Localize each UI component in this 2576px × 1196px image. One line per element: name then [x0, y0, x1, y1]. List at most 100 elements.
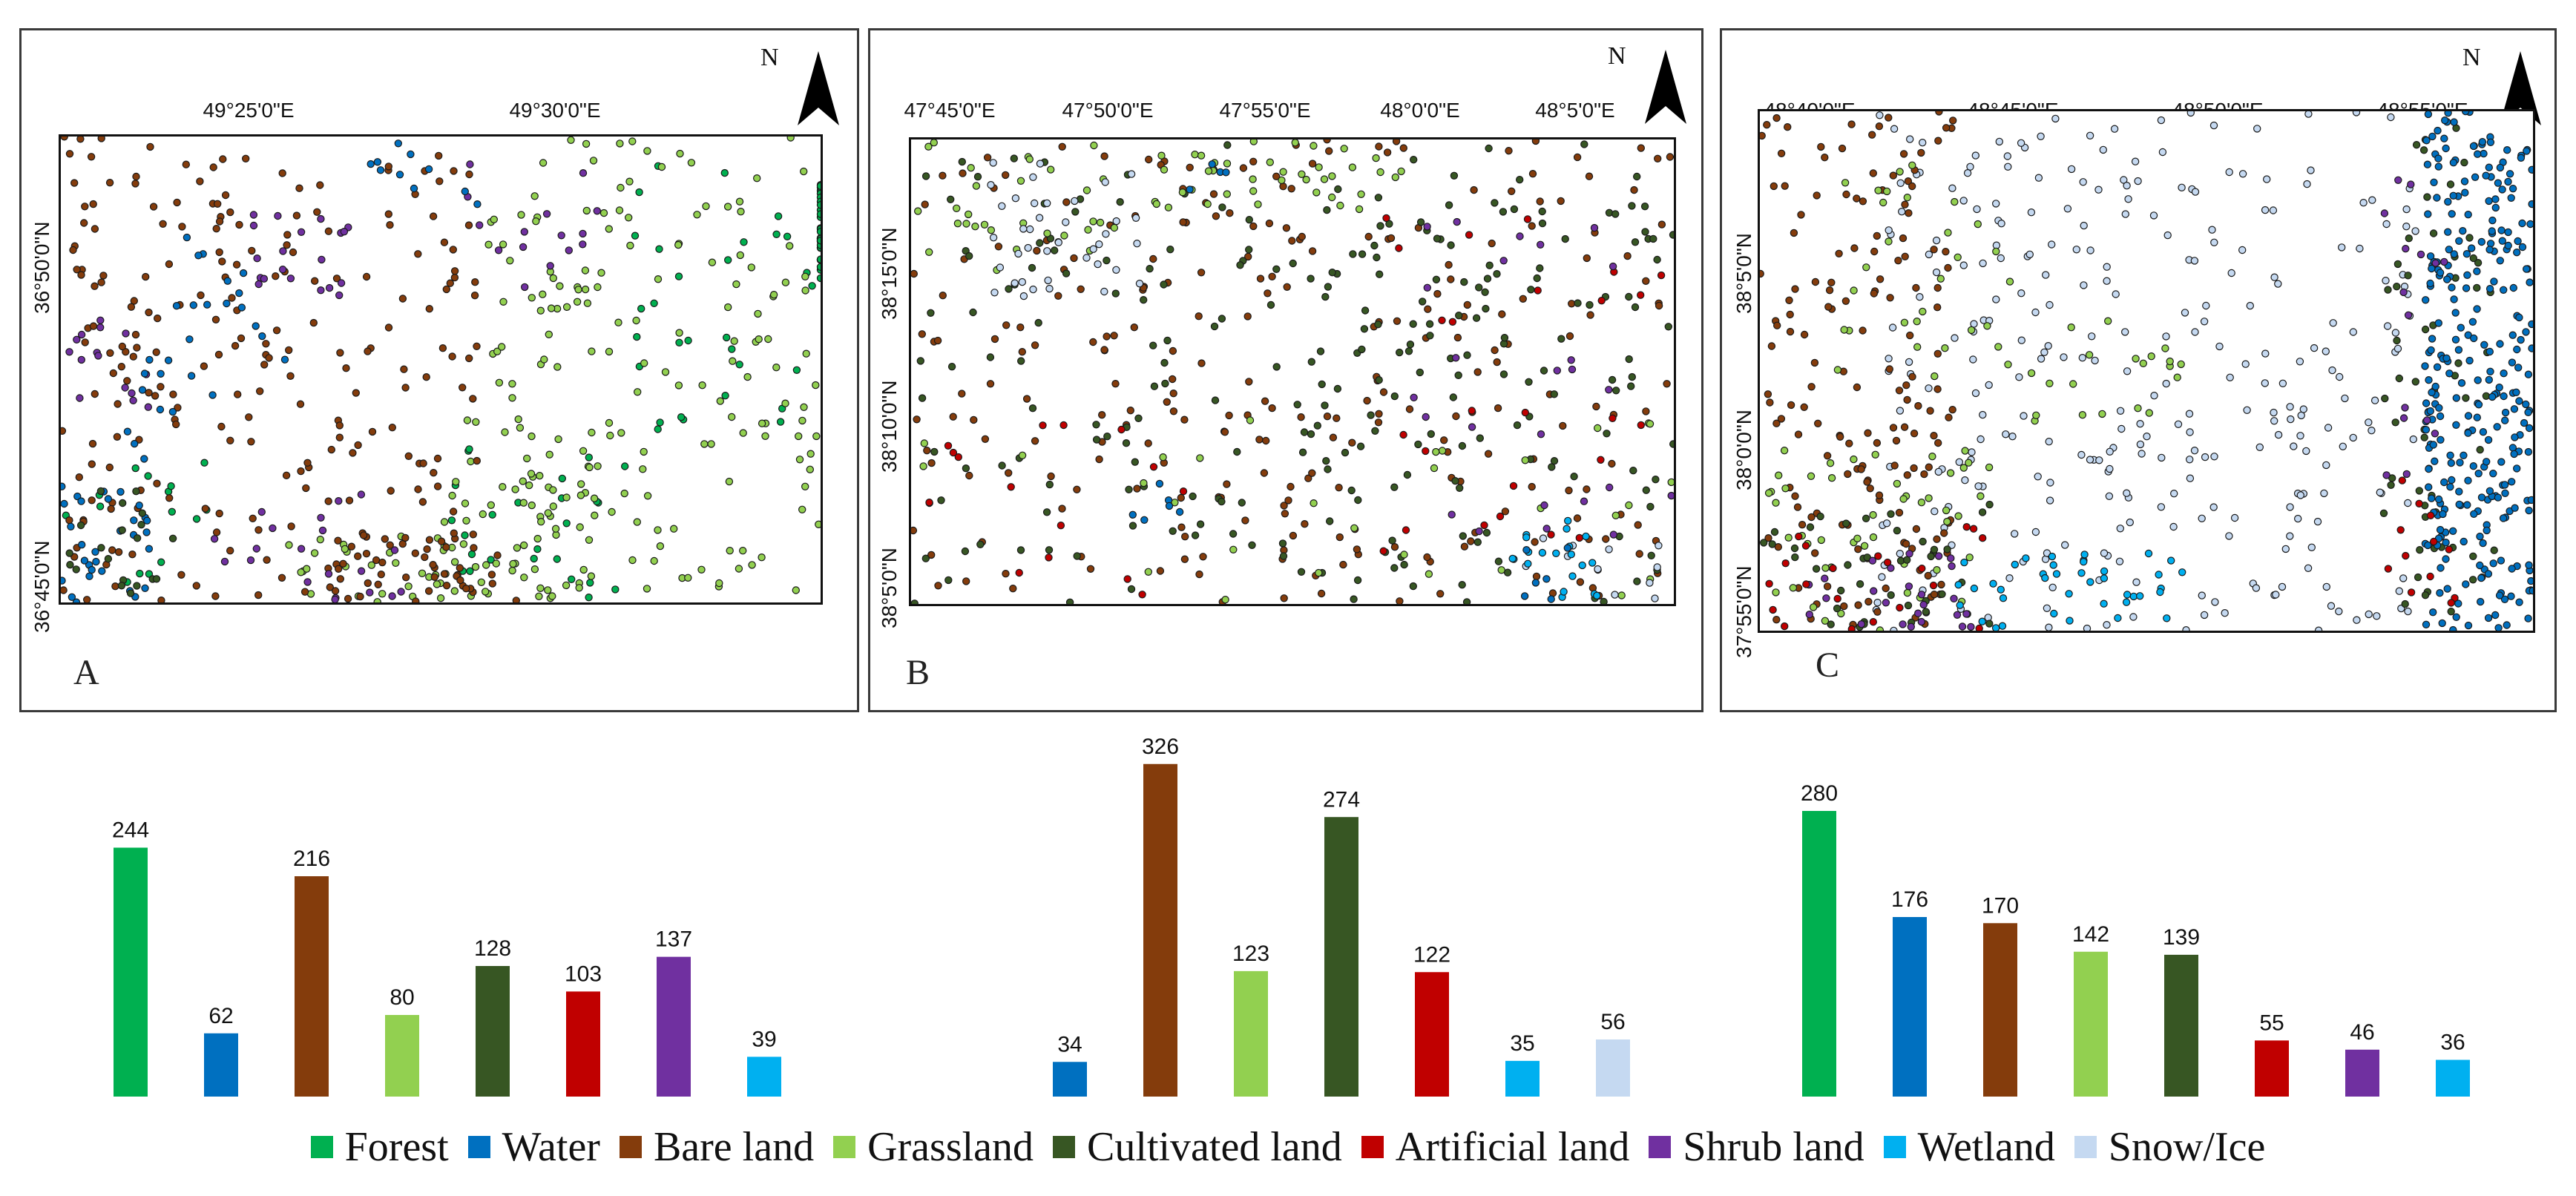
- sample-point: [916, 357, 925, 365]
- sample-point: [470, 544, 478, 552]
- sample-point: [2491, 611, 2500, 620]
- sample-point: [1785, 296, 1793, 304]
- sample-point: [2421, 362, 2429, 370]
- sample-point: [233, 390, 242, 398]
- sample-point: [1948, 406, 1956, 414]
- sample-point: [2080, 221, 2088, 230]
- sample-point: [1323, 206, 1331, 214]
- sample-point: [1760, 539, 1768, 547]
- sample-point: [1536, 264, 1544, 272]
- sample-point: [165, 494, 174, 502]
- sample-point: [2379, 509, 2388, 518]
- sample-point: [1962, 610, 1971, 618]
- sample-point: [1943, 517, 1951, 526]
- sample-point: [2473, 305, 2481, 313]
- sample-point: [516, 424, 525, 432]
- sample-point: [430, 573, 438, 582]
- sample-point: [2134, 177, 2142, 185]
- sample-point: [1979, 534, 1987, 542]
- sample-point: [1348, 163, 1357, 171]
- sample-point: [2261, 379, 2270, 387]
- sample-point: [1180, 555, 1189, 563]
- sample-point: [378, 590, 387, 598]
- sample-point: [965, 471, 973, 480]
- sample-point: [297, 545, 306, 553]
- sample-point: [332, 275, 341, 283]
- sample-point: [248, 246, 256, 255]
- sample-point: [2391, 329, 2400, 337]
- sample-point: [1634, 521, 1642, 529]
- sample-point: [582, 139, 591, 148]
- sample-point: [1416, 368, 1425, 377]
- sample-point: [2452, 421, 2460, 429]
- sample-point: [1256, 275, 1265, 283]
- map-panel-c: N 48°40'0"E 48°45'0"E 48°50'0"E 48°55'0"…: [1720, 28, 2557, 712]
- sample-point: [1667, 491, 1674, 500]
- sample-point: [1979, 410, 1987, 419]
- sample-point: [1821, 154, 1829, 162]
- sample-point: [433, 482, 442, 490]
- sample-point: [593, 207, 602, 215]
- sample-point: [1870, 247, 1879, 256]
- sample-point: [208, 391, 217, 399]
- sample-point: [123, 377, 131, 385]
- sample-point: [2474, 470, 2483, 478]
- sample-point: [949, 448, 958, 457]
- sample-point: [1307, 275, 1315, 283]
- sample-point: [436, 177, 444, 185]
- sample-point: [1933, 283, 1942, 292]
- sample-point: [2436, 412, 2445, 421]
- sample-point: [1635, 550, 1643, 558]
- sample-point: [2426, 407, 2435, 415]
- sample-point: [232, 260, 241, 269]
- sample-point: [2286, 532, 2294, 540]
- sample-point: [1841, 519, 1850, 528]
- sample-point: [223, 299, 231, 308]
- sample-point: [65, 150, 74, 158]
- sample-point: [2198, 591, 2207, 599]
- sample-point: [133, 534, 142, 542]
- sample-point: [2434, 495, 2443, 504]
- sample-point: [1324, 283, 1333, 291]
- sample-point: [484, 240, 493, 249]
- sample-point: [1493, 269, 1501, 278]
- sample-point: [127, 303, 136, 311]
- sample-point: [2182, 626, 2190, 631]
- sample-point: [1399, 430, 1407, 439]
- sample-point: [1992, 295, 2000, 303]
- sample-point: [1933, 566, 1941, 574]
- sample-point: [657, 162, 666, 171]
- sample-point: [1395, 244, 1403, 252]
- sample-point: [96, 487, 105, 496]
- sample-point: [1860, 542, 1869, 551]
- sample-point: [801, 286, 809, 295]
- sample-point: [781, 399, 789, 407]
- sample-point: [245, 413, 253, 421]
- sample-point: [2042, 271, 2050, 279]
- sample-point: [2324, 424, 2333, 432]
- sample-point: [2483, 458, 2491, 466]
- sample-point: [545, 330, 553, 338]
- sample-point: [1266, 158, 1274, 166]
- sample-point: [2525, 424, 2533, 433]
- sample-point: [1945, 413, 1953, 421]
- sample-point: [990, 335, 999, 344]
- sample-point: [450, 529, 459, 537]
- sample-point: [2510, 405, 2519, 413]
- sample-point: [1899, 495, 1908, 503]
- sample-point: [318, 255, 326, 264]
- sample-point: [2049, 561, 2057, 569]
- sample-point: [2083, 624, 2092, 631]
- sample-point: [246, 556, 255, 565]
- sample-point: [1956, 601, 1964, 609]
- sample-point: [1850, 455, 1858, 464]
- sample-point: [2079, 178, 2087, 186]
- sample-point: [91, 225, 99, 233]
- sample-point: [513, 544, 522, 552]
- legend-swatch: [619, 1136, 642, 1158]
- sample-point: [2442, 539, 2450, 547]
- sample-point: [1071, 197, 1079, 206]
- sample-point: [2477, 237, 2486, 246]
- sample-point: [1833, 594, 1841, 603]
- sample-point: [1298, 232, 1307, 241]
